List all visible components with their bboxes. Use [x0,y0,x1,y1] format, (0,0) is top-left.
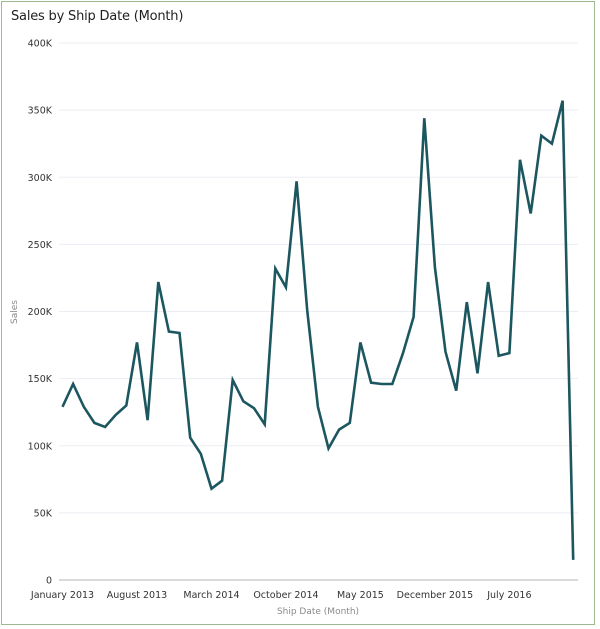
data-point[interactable] [496,353,502,359]
data-point[interactable] [262,421,268,427]
x-axis-title: Ship Date (Month) [277,607,359,617]
x-tick-label: May 2015 [337,590,384,601]
data-point[interactable] [272,266,278,272]
y-tick-label: 150K [28,374,53,385]
data-point[interactable] [134,339,140,345]
data-point[interactable] [294,178,300,184]
x-tick-label: January 2013 [30,590,94,601]
data-point[interactable] [368,380,374,386]
data-point[interactable] [517,157,523,163]
x-tick-label: July 2016 [486,590,531,601]
y-tick-label: 250K [28,240,53,251]
data-point[interactable] [464,299,470,305]
x-tick-label: October 2014 [253,590,318,601]
y-axis-ticks: 0 50K 100K 150K 200K 250K 300K 350K 400K [28,39,53,587]
y-axis-title: Sales [10,300,20,324]
data-point[interactable] [432,264,438,270]
data-point[interactable] [81,404,87,410]
data-point[interactable] [538,133,544,139]
data-point[interactable] [283,284,289,290]
data-point[interactable] [379,381,385,387]
data-point[interactable] [113,412,119,418]
data-point[interactable] [443,349,449,355]
chart-title: Sales by Ship Date (Month) [11,9,184,24]
data-point[interactable] [230,377,236,383]
y-tick-label: 200K [28,307,53,318]
y-tick-label: 0 [46,576,52,587]
data-point[interactable] [166,329,172,335]
series-line[interactable] [61,100,575,560]
data-point[interactable] [400,350,406,356]
data-point[interactable] [102,424,108,430]
data-point[interactable] [347,420,353,426]
data-point[interactable] [485,279,491,285]
y-tick-label: 50K [34,508,53,519]
data-point[interactable] [155,279,161,285]
data-point[interactable] [240,398,246,404]
y-tick-label: 300K [28,173,53,184]
data-point[interactable] [421,115,427,121]
data-point[interactable] [506,350,512,356]
x-tick-label: August 2013 [107,590,167,601]
data-point[interactable] [326,445,332,451]
data-point[interactable] [145,417,151,423]
y-tick-label: 100K [28,441,53,452]
x-tick-label: March 2014 [183,590,239,601]
data-point[interactable] [357,339,363,345]
y-tick-label: 350K [28,106,53,117]
data-point[interactable] [474,370,480,376]
data-point[interactable] [560,98,566,104]
series-sales [60,98,576,563]
y-tick-label: 400K [28,39,53,50]
data-point[interactable] [177,330,183,336]
data-point[interactable] [70,381,76,387]
data-point[interactable] [251,405,257,411]
data-point[interactable] [208,486,214,492]
data-point[interactable] [60,404,66,410]
x-axis-ticks: January 2013 August 2013 March 2014 October… [30,590,532,601]
data-point[interactable] [528,210,534,216]
gridlines [59,42,578,514]
x-tick-label: December 2015 [397,590,473,601]
data-point[interactable] [549,141,555,147]
data-point[interactable] [123,402,129,408]
data-point[interactable] [91,420,97,426]
data-point[interactable] [570,557,576,563]
data-point[interactable] [336,427,342,433]
data-point[interactable] [187,435,193,441]
data-point[interactable] [198,451,204,457]
data-point[interactable] [304,307,310,313]
data-point[interactable] [453,388,459,394]
data-point[interactable] [219,478,225,484]
data-point[interactable] [411,314,417,320]
data-point[interactable] [389,381,395,387]
data-point[interactable] [315,404,321,410]
